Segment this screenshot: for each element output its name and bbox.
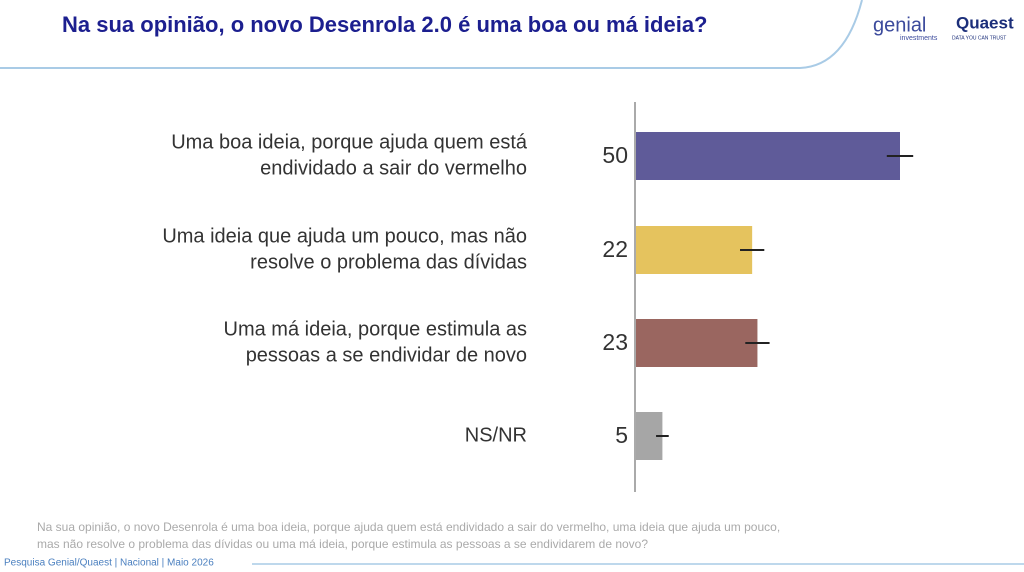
category-label: endividado a sair do vermelho bbox=[260, 157, 527, 179]
note-line: Na sua opinião, o novo Desenrola é uma b… bbox=[37, 520, 780, 534]
bar bbox=[636, 226, 753, 274]
note-line: mas não resolve o problema das dívidas o… bbox=[37, 537, 648, 551]
chart-title: Na sua opinião, o novo Desenrola 2.0 é u… bbox=[62, 12, 708, 37]
category-label: NS/NR bbox=[465, 424, 527, 446]
source: Pesquisa Genial/Quaest | Nacional | Maio… bbox=[4, 558, 214, 569]
category-label: resolve o problema das dívidas bbox=[250, 251, 527, 273]
value-label: 23 bbox=[602, 329, 628, 355]
logo-genial-sub: investments bbox=[900, 35, 938, 42]
logo-genial: genial bbox=[873, 14, 926, 36]
category-label: Uma má ideia, porque estimula as bbox=[224, 318, 527, 340]
category-label: pessoas a se endividar de novo bbox=[246, 344, 527, 366]
header-curve bbox=[0, 0, 863, 69]
category-label: Uma ideia que ajuda um pouco, mas não bbox=[162, 225, 527, 247]
logo-quaest: Quaest bbox=[956, 13, 1014, 32]
value-label: 5 bbox=[615, 422, 628, 448]
logo-quaest-sub: DATA YOU CAN TRUST bbox=[952, 35, 1006, 41]
bar bbox=[636, 319, 758, 367]
category-label: Uma boa ideia, porque ajuda quem está bbox=[171, 131, 528, 153]
bar bbox=[636, 132, 900, 180]
value-label: 50 bbox=[602, 142, 628, 168]
value-label: 22 bbox=[602, 236, 628, 262]
